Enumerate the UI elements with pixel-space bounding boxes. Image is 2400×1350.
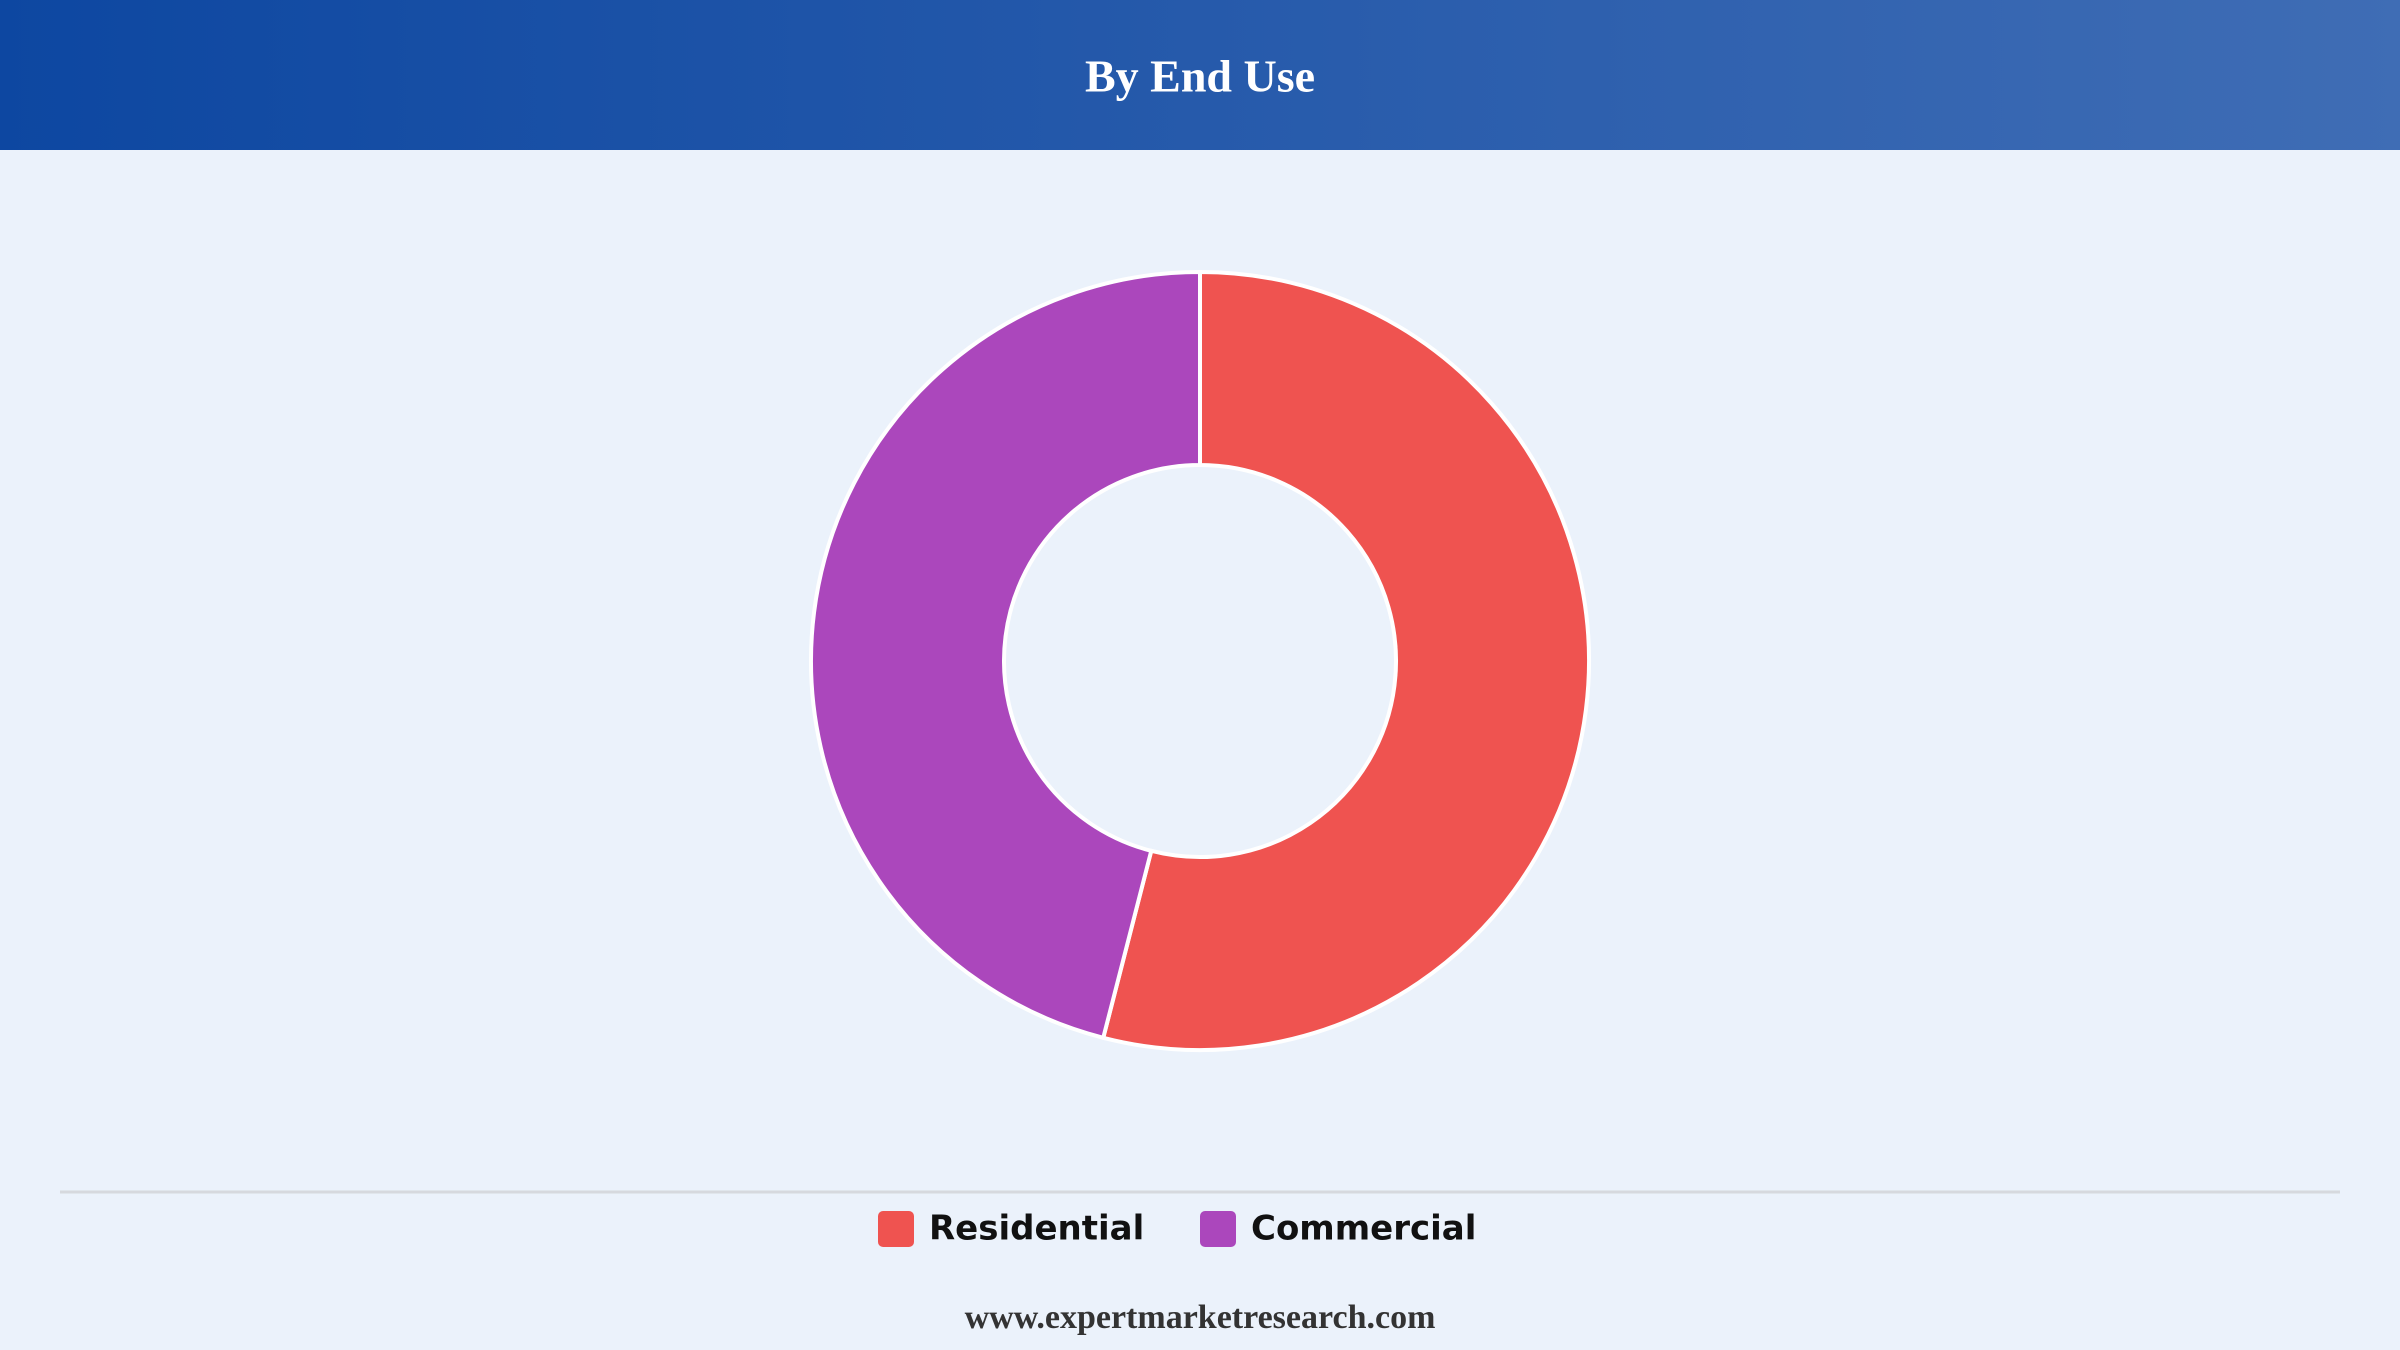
header: [0, 0, 2400, 150]
legend-swatch: [878, 1211, 914, 1247]
legend-label: Residential: [929, 1209, 1144, 1249]
donut-slice: [1100, 269, 1591, 1052]
chart-title: By End Use: [1085, 51, 1315, 102]
legend-swatch: [1200, 1211, 1236, 1247]
legend-label: Commercial: [1251, 1209, 1476, 1249]
donut-slice: [809, 269, 1202, 1041]
source: www.expertmarketresearch.com: [965, 1299, 1436, 1336]
